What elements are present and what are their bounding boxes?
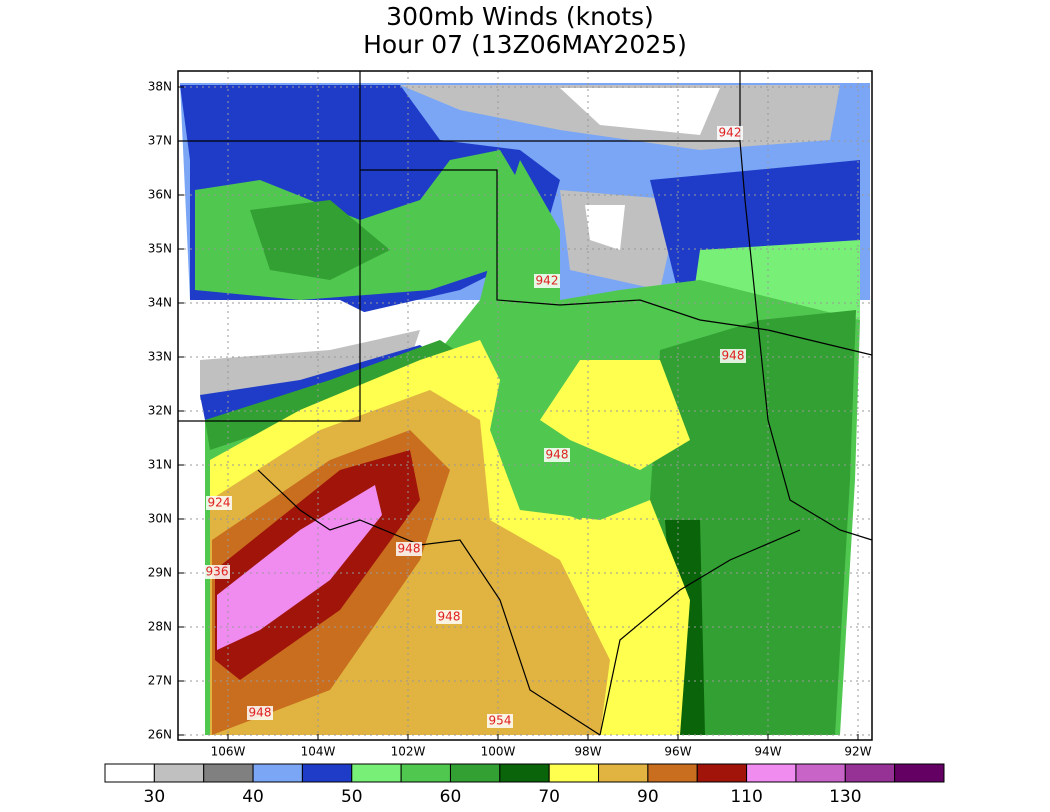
colorbar-box <box>400 763 451 783</box>
lat-label: 38N <box>148 80 172 94</box>
contour-label: 942 <box>536 274 559 288</box>
contour-label: 954 <box>489 714 512 728</box>
colorbar-label: 50 <box>341 787 363 807</box>
lat-label: 27N <box>148 674 172 688</box>
contour-label-bg <box>717 126 743 140</box>
contour-label: 948 <box>438 610 461 624</box>
lat-label: 31N <box>148 458 172 472</box>
contour-label: 948 <box>398 542 421 556</box>
lon-label: 98W <box>574 745 601 759</box>
lon-label: 106W <box>211 745 246 759</box>
lon-label: 96W <box>664 745 691 759</box>
map-frame <box>177 70 873 741</box>
colorbar-box <box>598 763 649 783</box>
contour-labels: 942 942 948 948 924 948 936 948 948 954 <box>204 126 746 728</box>
contour-label-bg <box>396 542 422 556</box>
colorbar-box <box>844 763 896 783</box>
contour-label: 948 <box>546 448 569 462</box>
colorbar-box <box>548 763 600 783</box>
contour-label-bg <box>206 496 232 510</box>
colorbar-label: 110 <box>730 787 762 807</box>
contour-label-bg <box>204 565 230 579</box>
lon-label: 102W <box>391 745 426 759</box>
colorbar-box <box>746 763 797 783</box>
lat-label: 29N <box>148 566 172 580</box>
lat-label: 26N <box>148 728 172 742</box>
lon-label: 104W <box>301 745 336 759</box>
lon-label: 94W <box>754 745 781 759</box>
contour-label-bg <box>487 714 513 728</box>
colorbar-box <box>252 763 303 783</box>
lat-label: 35N <box>148 242 172 256</box>
colorbar-label: 130 <box>829 787 861 807</box>
colorbar-box <box>104 763 155 783</box>
wind-fill <box>180 83 870 735</box>
contour-label: 948 <box>249 706 272 720</box>
lat-label: 34N <box>148 296 172 310</box>
colorbar-box <box>449 763 501 783</box>
map: 942 942 948 948 924 948 936 948 948 954 38N 37N 36N… <box>148 70 873 759</box>
colorbar-box <box>696 763 748 783</box>
colorbar-box <box>203 763 254 783</box>
colorbar-label: 30 <box>144 787 166 807</box>
contour-label-bg <box>534 274 560 288</box>
lat-label: 37N <box>148 134 172 148</box>
lon-label: 100W <box>481 745 516 759</box>
lat-label: 30N <box>148 512 172 526</box>
axes: 38N 37N 36N 35N 34N 33N 32N 31N 30N 29N 28N 27N 26N 1… <box>148 80 872 759</box>
lon-label: 92W <box>844 745 871 759</box>
colorbar-box <box>351 763 402 783</box>
colorbar-label: 60 <box>440 787 462 807</box>
colorbar-label: 90 <box>637 787 659 807</box>
contour-label-bg <box>247 706 273 720</box>
colorbar-label: 40 <box>242 787 264 807</box>
colorbar-label: 70 <box>538 787 560 807</box>
colorbar-box <box>647 763 698 783</box>
contour-label: 936 <box>206 565 229 579</box>
lat-label: 33N <box>148 350 172 364</box>
title-line: 300mb Winds (knots) <box>386 2 654 31</box>
colorbar-box <box>301 763 353 783</box>
title-line: Hour 07 (13Z06MAY2025) <box>363 30 687 59</box>
contour-label-bg <box>720 349 746 363</box>
lat-label: 36N <box>148 188 172 202</box>
lat-label: 28N <box>148 620 172 634</box>
contour-label: 948 <box>722 349 745 363</box>
colorbar-box <box>499 763 550 783</box>
contour-label: 942 <box>719 126 742 140</box>
colorbar-box <box>894 763 945 783</box>
colorbar-box <box>795 763 846 783</box>
colorbar-box <box>153 763 205 783</box>
colorbar: 30 40 50 60 70 90 110 130 <box>104 763 945 807</box>
lat-label: 32N <box>148 404 172 418</box>
contour-label-bg <box>544 448 570 462</box>
contour-label: 924 <box>208 496 231 510</box>
contour-label-bg <box>436 610 462 624</box>
